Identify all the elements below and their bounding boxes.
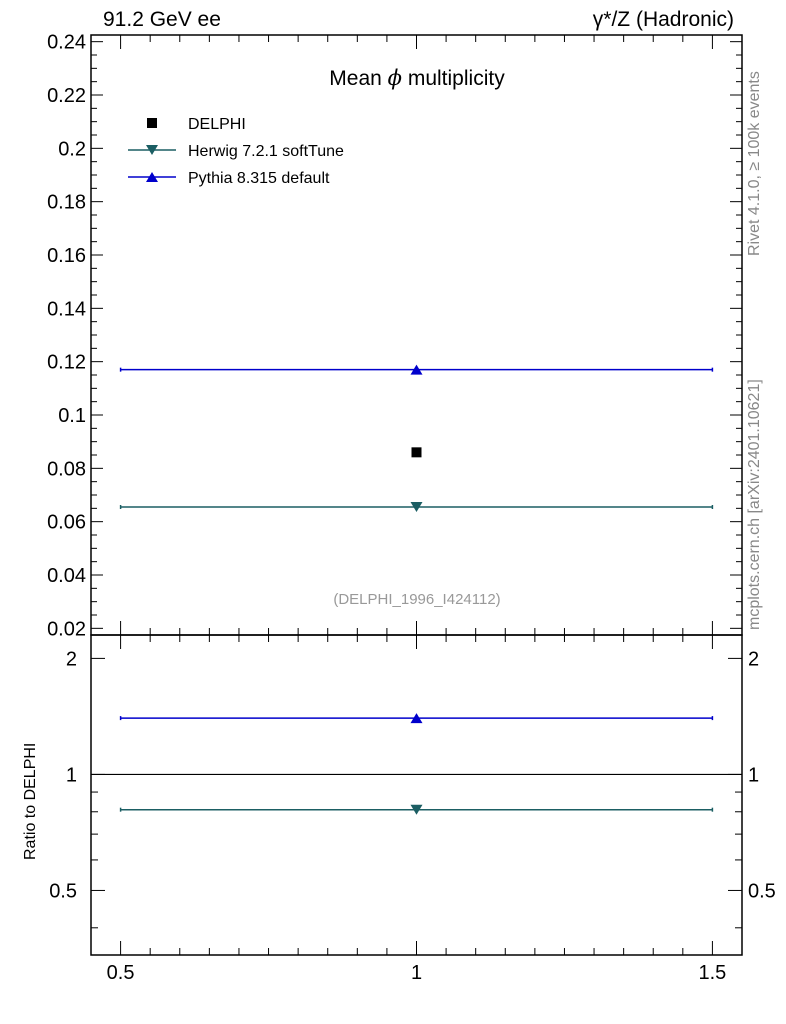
y-tick-label: 0.08 xyxy=(47,458,86,480)
ratio-pythia-point xyxy=(410,713,423,724)
main-herwig-point xyxy=(410,502,423,512)
y-tick-label: 0.1 xyxy=(58,405,86,427)
ratio-y-tick-label-right: 0.5 xyxy=(748,880,776,902)
analysis-watermark: (DELPHI_1996_I424112) xyxy=(333,591,500,608)
main-delphi-point xyxy=(411,447,422,458)
ratio-y-tick-label-right: 2 xyxy=(748,648,759,670)
y-tick-label: 0.04 xyxy=(47,565,86,587)
main-axis-ticks: 0.02 0.04 0.06 0.08 0.1 0.12 0.14 0.16 0.18 0.2 0.… xyxy=(47,32,742,640)
x-tick-label: 1 xyxy=(411,962,422,984)
legend-label-herwig: Herwig 7.2.1 softTune xyxy=(188,143,344,160)
ratio-y-tick-label: 1 xyxy=(66,764,77,786)
legend-label-pythia: Pythia 8.315 default xyxy=(188,170,330,187)
x-tick-label: 1.5 xyxy=(699,962,727,984)
y-tick-label: 0.02 xyxy=(47,618,86,640)
legend-entry-herwig: Herwig 7.2.1 softTune xyxy=(128,143,344,160)
legend: DELPHI Herwig 7.2.1 softTune Pythia 8.31… xyxy=(128,116,344,187)
y-tick-label: 0.16 xyxy=(47,245,86,267)
x-tick-label: 0.5 xyxy=(107,962,135,984)
y-tick-label: 0.06 xyxy=(47,512,86,534)
legend-label-delphi: DELPHI xyxy=(188,116,246,133)
y-tick-label: 0.2 xyxy=(58,138,86,160)
legend-entry-pythia: Pythia 8.315 default xyxy=(128,170,330,187)
ratio-y-tick-label: 2 xyxy=(66,648,77,670)
ratio-plot-marks xyxy=(91,713,742,815)
y-tick-label: 0.14 xyxy=(47,298,86,320)
ratio-plot-frame xyxy=(90,634,743,956)
y-tick-label: 0.22 xyxy=(47,85,86,107)
ratio-y-tick-label-right: 1 xyxy=(748,764,759,786)
legend-marker-triangle-up xyxy=(146,172,158,182)
legend-marker-triangle-down xyxy=(146,145,158,155)
phi-symbol: ϕ xyxy=(388,66,402,90)
main-plot-marks xyxy=(119,364,714,512)
ratio-y-tick-label: 0.5 xyxy=(49,880,77,902)
main-plot-title: Mean ϕ multiplicity xyxy=(329,66,505,90)
main-title-suffix: multiplicity xyxy=(408,67,505,90)
y-tick-label: 0.18 xyxy=(47,192,86,214)
ratio-herwig-point xyxy=(410,804,423,815)
legend-marker-square xyxy=(147,118,157,128)
header-left-label: 91.2 GeV ee xyxy=(103,8,221,31)
y-tick-label: 0.24 xyxy=(47,32,86,54)
header-right-label: γ*/Z (Hadronic) xyxy=(592,8,734,31)
ratio-axis-ticks: 0.5 1 1.5 0.5 0.5 1 1 2 2 xyxy=(49,635,776,984)
main-pythia-point xyxy=(410,364,423,375)
legend-entry-delphi: DELPHI xyxy=(147,116,246,133)
main-title-prefix: Mean xyxy=(329,67,382,90)
y-tick-label: 0.12 xyxy=(47,352,86,374)
